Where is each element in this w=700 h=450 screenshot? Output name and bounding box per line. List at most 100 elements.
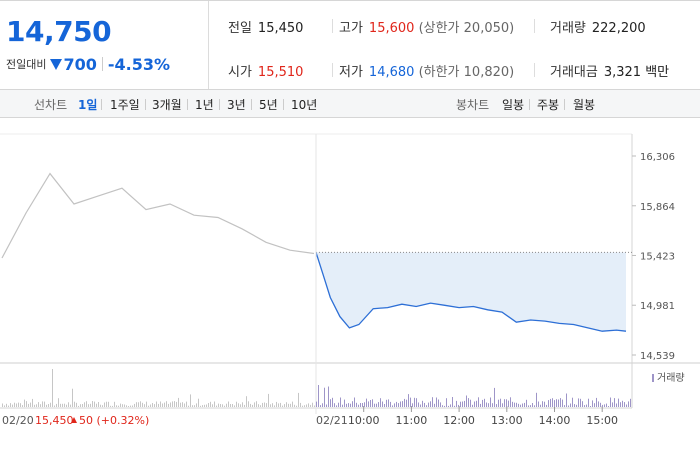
upper-limit: (상한가 20,050): [418, 21, 515, 36]
volume-bar: [520, 404, 521, 407]
volume-bar: [162, 403, 163, 407]
volume-bar: [442, 405, 443, 407]
tab-weekly-candle[interactable]: 주봉: [537, 98, 560, 112]
volume-bar: [228, 401, 229, 407]
volume-bar: [198, 398, 199, 407]
divider: [101, 57, 103, 71]
volume-bar: [488, 403, 489, 407]
volume-bar: [480, 403, 481, 407]
y-tick-label: 15,864: [640, 202, 675, 213]
volume-bar: [612, 402, 613, 407]
volume-bar: [626, 404, 627, 407]
volume-bar: [582, 401, 583, 407]
volume-bar: [158, 403, 159, 407]
volume-bar: [304, 405, 305, 407]
open-value: 15,510: [257, 65, 304, 80]
volume-bar: [560, 398, 561, 407]
volume-bar: [622, 400, 623, 407]
volume-bar: [288, 403, 289, 407]
volume-bar: [138, 402, 139, 407]
volume-bar: [440, 402, 441, 407]
tab-10-years[interactable]: 10년: [291, 98, 318, 112]
y-tick-label: 14,539: [640, 351, 675, 362]
high-label: 고가: [339, 21, 363, 36]
volume-bar: [396, 401, 397, 407]
volume-bar: [48, 404, 49, 407]
volume-bar: [110, 405, 111, 407]
x-tick-label: 13:00: [491, 414, 523, 427]
volume-bar: [346, 403, 347, 407]
tab-1-week[interactable]: 1주일: [110, 98, 140, 112]
volume-bar: [104, 402, 105, 407]
tab-monthly-candle[interactable]: 월봉: [573, 98, 596, 112]
volume-bar: [136, 402, 137, 407]
volume-bar: [58, 398, 59, 407]
volume-bar: [546, 404, 547, 407]
volume-bar: [302, 405, 303, 407]
tab-1-day[interactable]: 1일: [78, 98, 98, 112]
volume-bar: [588, 398, 589, 407]
volume-bar: [294, 404, 295, 407]
prev-day-price-line: [1, 172, 315, 259]
volume-bar: [422, 400, 423, 407]
volume-bar: [204, 404, 205, 407]
y-tick-label: 15,423: [640, 251, 675, 262]
prev-close-value: 15,450: [257, 21, 304, 36]
up-arrow-icon: [71, 417, 77, 423]
current-price: 14,750: [6, 15, 112, 48]
volume-bar: [108, 401, 109, 407]
volume-bar: [334, 403, 335, 407]
tab-1-year[interactable]: 1년: [195, 98, 214, 112]
volume-bar: [316, 401, 317, 407]
volume-bar: [504, 399, 505, 407]
volume-bar: [248, 401, 249, 407]
volume-bar: [164, 402, 165, 407]
price-box: 14,750 전일대비 700 -4.53%: [0, 1, 209, 89]
tab-5-years[interactable]: 5년: [259, 98, 278, 112]
volume-stat-value: 222,200: [591, 21, 646, 36]
volume-bar: [18, 402, 19, 407]
volume-bar: [548, 400, 549, 407]
volume-bar: [606, 403, 607, 407]
tab-daily-candle[interactable]: 일봉: [502, 98, 525, 112]
divider: [332, 19, 333, 33]
high-value: 15,600: [368, 21, 415, 36]
volume-bar: [358, 404, 359, 407]
volume-bar: [562, 399, 563, 407]
volume-bar: [556, 399, 557, 407]
volume-bar: [540, 404, 541, 407]
low-label: 저가: [339, 65, 363, 80]
volume-bar: [402, 401, 403, 407]
volume-bar: [550, 398, 551, 407]
volume-bar: [88, 404, 89, 407]
volume-bar: [218, 403, 219, 407]
volume-bar: [444, 405, 445, 407]
volume-bar: [272, 403, 273, 407]
volume-bar: [270, 404, 271, 407]
high-price: 고가 15,600 (상한가 20,050): [339, 17, 514, 36]
x-tick-label: 14:00: [539, 414, 571, 427]
tab-3-months[interactable]: 3개월: [152, 98, 182, 112]
volume-bar: [386, 399, 387, 407]
volume-bar: [156, 401, 157, 407]
volume-bar: [496, 404, 497, 407]
y-tick-label: 14,981: [640, 301, 675, 312]
volume-bar: [332, 397, 333, 407]
tab-3-years[interactable]: 3년: [227, 98, 246, 112]
volume-bar: [300, 402, 301, 407]
volume-bar: [594, 403, 595, 407]
volume-bar: [178, 397, 179, 407]
volume-bar: [502, 403, 503, 407]
volume-bar: [190, 394, 191, 407]
volume-bar: [86, 401, 87, 407]
volume-bar: [116, 405, 117, 407]
volume-bar: [446, 398, 447, 407]
volume-bar: [592, 400, 593, 407]
volume-bar: [124, 404, 125, 407]
volume-bar: [490, 397, 491, 407]
volume-bar: [618, 398, 619, 407]
volume-bar: [96, 403, 97, 407]
volume-bar: [420, 404, 421, 407]
divider: [332, 63, 333, 77]
prev-change-label: 50 (+0.32%): [79, 414, 149, 427]
